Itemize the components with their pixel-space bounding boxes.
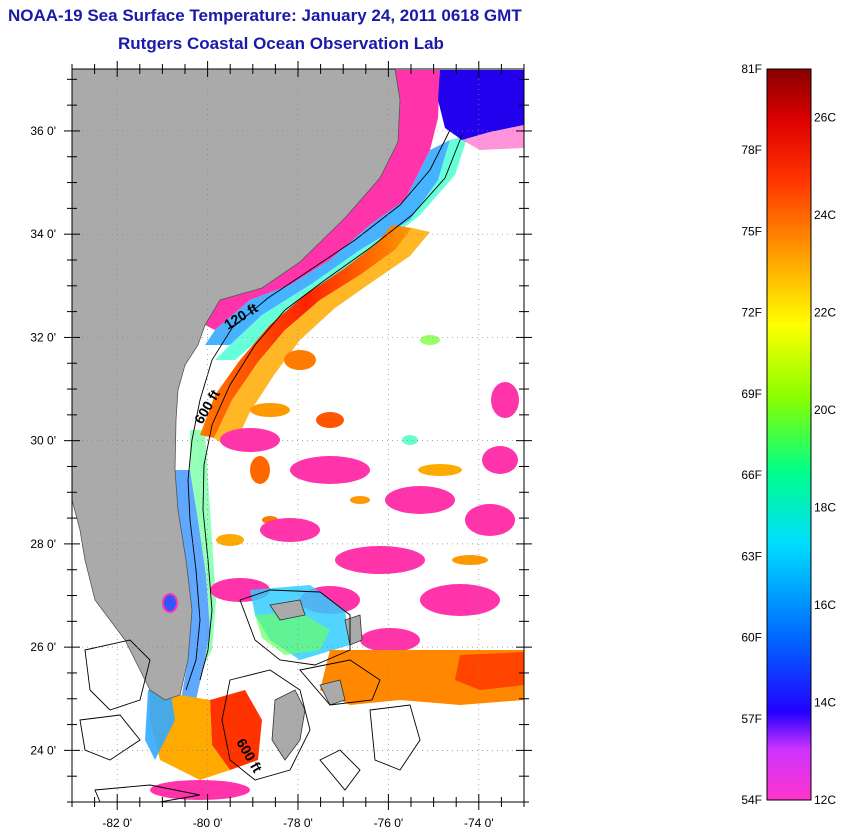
latitude-labels: 24 0' 26 0' 28 0' 30 0' 32 0' 34 0' 36 0' (30, 124, 56, 757)
northern-cold-water (438, 70, 524, 140)
colorbar-c-label: 16C (814, 598, 836, 612)
southern-warm-water (210, 690, 262, 770)
colorbar-f-label: 63F (741, 549, 762, 563)
land-us-southeast (72, 69, 401, 701)
map-grid (72, 69, 524, 802)
colorbar-fahrenheit-labels: 81F 78F 75F 72F 69F 66F 63F 60F 57F 54F (741, 62, 762, 807)
colorbar-c-label: 14C (814, 696, 836, 710)
colorbar-c-label: 22C (814, 306, 836, 320)
colorbar-c-label: 12C (814, 793, 836, 807)
map-ticks (64, 61, 811, 810)
colorbar-f-label: 54F (741, 793, 762, 807)
florida-coastal-strip (175, 470, 210, 705)
map-subtitle: Rutgers Coastal Ocean Observation Lab (118, 34, 444, 53)
latitude-label: 34 0' (30, 227, 56, 241)
colorbar-c-label: 24C (814, 208, 836, 222)
latitude-label: 24 0' (30, 743, 56, 757)
latitude-label: 26 0' (30, 640, 56, 654)
longitude-label: -78 0' (283, 816, 313, 830)
longitude-labels: -82 0' -80 0' -78 0' -76 0' -74 0' (102, 816, 493, 830)
bathymetry-contours (79, 129, 463, 802)
longitude-label: -74 0' (464, 816, 494, 830)
colorbar-c-label: 26C (814, 111, 836, 125)
colorbar-f-label: 78F (741, 143, 762, 157)
colorbar-c-label: 20C (814, 403, 836, 417)
bahamas-islands (269, 599, 363, 761)
colorbar-f-label: 75F (741, 224, 762, 238)
latitude-label: 30 0' (30, 434, 56, 448)
colorbar-f-label: 69F (741, 387, 762, 401)
map-plot-area (72, 69, 524, 802)
northern-mixed-water (462, 125, 524, 150)
contour-600ft (199, 134, 463, 681)
cold-shelf-water (205, 70, 440, 330)
contour-120ft (185, 129, 451, 691)
florida-coastal-strip-green (190, 430, 216, 665)
offshore-warm-patches (216, 335, 488, 565)
colorbar-f-label: 57F (741, 712, 762, 726)
colorbar-f-label: 81F (741, 62, 762, 76)
colorbar-celsius-labels: 26C 24C 22C 20C 18C 16C 14C 12C (814, 111, 836, 807)
bahamas-warm-core (455, 652, 524, 690)
longitude-label: -80 0' (193, 816, 223, 830)
gulf-stream-warm-core (200, 225, 412, 438)
colorbar-c-label: 18C (814, 501, 836, 515)
shelf-band-green (215, 135, 468, 360)
colorbar-f-label: 60F (741, 631, 762, 645)
lake-okeechobee (162, 593, 178, 613)
latitude-label: 28 0' (30, 537, 56, 551)
florida-keys-cool (145, 688, 175, 760)
colorbar-f-label: 72F (741, 306, 762, 320)
colorbar-f-label: 66F (741, 468, 762, 482)
longitude-label: -82 0' (102, 816, 132, 830)
latitude-label: 36 0' (30, 124, 56, 138)
colorbar-scale (766, 68, 812, 801)
map-title: NOAA-19 Sea Surface Temperature: January… (8, 6, 522, 25)
bahamas-bank-green (255, 612, 330, 655)
gulf-stream-orange-band (214, 228, 430, 450)
latitude-label: 32 0' (30, 330, 56, 344)
shelf-band-cool (205, 140, 450, 345)
longitude-label: -76 0' (374, 816, 404, 830)
